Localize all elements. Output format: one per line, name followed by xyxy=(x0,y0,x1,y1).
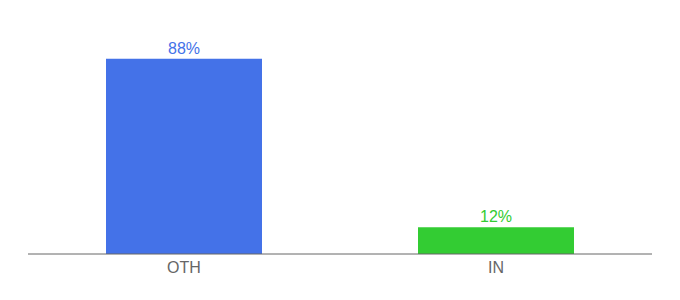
svg-text:IN: IN xyxy=(488,259,504,276)
svg-text:12%: 12% xyxy=(480,208,512,225)
svg-text:OTH: OTH xyxy=(167,259,201,276)
svg-text:88%: 88% xyxy=(168,40,200,57)
